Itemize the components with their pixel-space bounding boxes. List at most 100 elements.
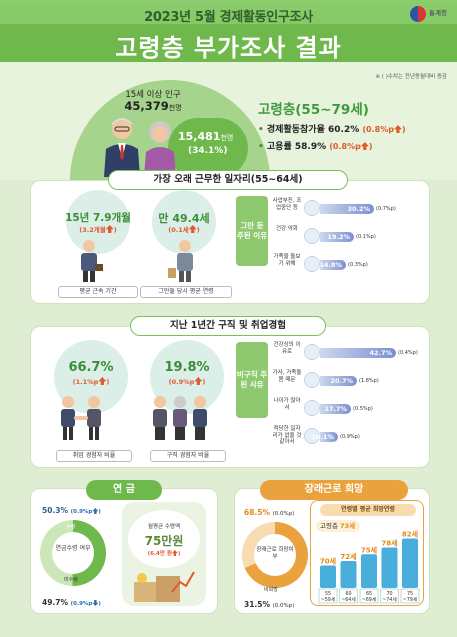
quit-reason-box: 그만 둔 주된 이유 <box>236 196 268 266</box>
reason-row: 가사, 가족돌봄 때문 20.7% (1.8%p) <box>272 368 424 396</box>
population-value: 45,379천명 <box>124 99 182 113</box>
tenure-bubble <box>66 190 130 254</box>
reason-bar: 14.8% <box>319 260 346 270</box>
pension-amount-label: 월평균 수령액 <box>147 524 181 530</box>
reason-bar: 10.1% <box>311 432 338 442</box>
reason-value: 20.7% <box>330 377 353 385</box>
work-wish-donut-hole <box>254 534 296 576</box>
quit-age-delta: (0.1세) <box>168 225 200 234</box>
up-arrow-icon <box>105 225 114 233</box>
elderly-woman-icon <box>144 121 176 176</box>
wish-age-category-label: 55 <box>325 591 331 597</box>
employment-rate: • 고용률 58.9% (0.8%p) <box>258 142 373 152</box>
tenure-tag: 평균 근속 기간 <box>58 286 138 298</box>
wish-age-bar <box>361 554 377 588</box>
reason-row: 건강상의 이유로 42.7% (0.4%p) <box>272 340 424 368</box>
reason-value: 14.8% <box>319 261 342 269</box>
wish-age-category-box <box>400 588 420 604</box>
reason-value: 17.7% <box>324 405 347 413</box>
handshake-icon <box>61 396 101 440</box>
receive-label: 수령 <box>66 524 76 530</box>
up-arrow-icon <box>194 377 203 385</box>
wish-age-bar <box>320 565 336 588</box>
elderly-title: 고령층(55~79세) <box>258 102 369 118</box>
up-arrow-icon <box>92 508 99 514</box>
reason-label: 가족을 돌보기 위해 <box>273 254 301 267</box>
work-wish-title: 장래근로 희망 <box>260 480 408 500</box>
search-experience-delta: (0.9%p) <box>168 377 206 386</box>
wish-age-value-label: 72세 <box>340 552 356 561</box>
wish-age-bar <box>340 561 357 588</box>
up-arrow-icon <box>171 550 178 556</box>
reason-icon <box>304 428 320 444</box>
reason-row: 가족을 돌보기 위해 14.8% (0.3%p) <box>272 252 424 280</box>
reason-delta: (0.5%p) <box>353 406 373 412</box>
employ-experience-value: 66.7% <box>68 360 114 375</box>
wish-age-category-label: ~79세 <box>403 596 418 603</box>
footnote: ※ ( )수치는 전년동월대비 증감 <box>375 74 447 80</box>
overall-wish-age: 고령층 73세 <box>316 520 360 532</box>
survey-title: 2023년 5월 경제활동인구조사 <box>144 10 313 25</box>
wish-age-category-box <box>339 588 358 604</box>
search-experience-tag: 구직 경험자 비율 <box>150 450 226 462</box>
pension-amount-value: 75만원 <box>144 534 184 548</box>
quit-age-value: 만 49.4세 <box>158 212 210 225</box>
reason-value: 19.2% <box>327 233 350 241</box>
pension-amount-bubble <box>128 510 200 568</box>
money-boxes-icon <box>134 571 195 602</box>
work-wish-center-label: 장래근로 희망여부 <box>256 547 294 560</box>
wish-age-value-label: 82세 <box>402 530 418 539</box>
tenure-delta: (3.2개월) <box>79 225 117 234</box>
wish-age-value-label: 75세 <box>361 545 377 554</box>
elderly-circle <box>168 118 248 178</box>
reason-delta: (0.7%p) <box>376 206 396 212</box>
participation-rate: • 경제활동참가율 60.2% (0.8%p) <box>258 125 406 135</box>
quit-age-tag: 그만둘 당시 평균 연령 <box>140 286 232 298</box>
work-wish-percent: 68.5% (0.0%p) <box>244 508 295 517</box>
up-arrow-icon <box>188 225 197 233</box>
reason-delta: (1.8%p) <box>359 378 379 384</box>
wish-age-category-box <box>318 588 338 604</box>
employ-experience-tag: 취업 경험자 비율 <box>56 450 132 462</box>
non-search-reasons-list: 건강상의 이유로 42.7% (0.4%p) 가사, 가족돌봄 때문 20.7% (1.8… <box>272 340 424 460</box>
elderly-population-value: 15,481천명 <box>178 130 234 143</box>
wish-age-category-label: ~59세 <box>321 596 336 603</box>
not-receive-label: 미수령 <box>64 577 78 583</box>
wish-age-bar-chart: 70세 55~59세 72세 60~64세 75세 65~69세 78세 70~74세 82세 7… <box>318 530 420 604</box>
wish-age-category-label: 65 <box>366 591 372 597</box>
reason-icon <box>304 400 320 416</box>
longest-job-title: 가장 오래 근무한 일자리(55~64세) <box>108 170 348 190</box>
employ-experience-delta: (1.1%p) <box>72 377 110 386</box>
reason-label: 건강 악화 <box>276 226 298 232</box>
wish-age-chart-title: 연령별 평균 희망연령 <box>320 504 416 516</box>
non-search-reason-box: 비구직 주된 사유 <box>236 342 268 418</box>
reason-delta: (0.1%p) <box>356 234 376 240</box>
job-seekers-icon <box>153 396 207 440</box>
up-arrow-icon <box>393 125 402 133</box>
reason-bar: 42.7% <box>320 348 396 358</box>
reason-label: 적당한 일자리가 없을 것 같아서 <box>272 426 302 446</box>
up-arrow-icon <box>98 377 107 385</box>
elderly-population-percent: (34.1%) <box>188 146 228 156</box>
wish-age-category-box <box>359 588 379 604</box>
reason-delta: (0.4%p) <box>398 350 418 356</box>
reason-bar: 17.7% <box>320 404 351 414</box>
reason-icon <box>304 200 320 216</box>
wish-age-category-label: 75 <box>407 591 413 597</box>
reason-delta: (0.3%p) <box>348 262 368 268</box>
worker-leaving-icon <box>168 240 193 282</box>
page-title: 고령층 부가조사 결과 <box>115 34 342 62</box>
job-search-title: 지난 1년간 구직 및 취업경험 <box>130 316 326 336</box>
search-experience-value: 19.8% <box>164 360 210 375</box>
wish-age-category-label: ~69세 <box>362 596 377 603</box>
reason-bar: 20.7% <box>320 376 357 386</box>
wish-age-category-label: ~74세 <box>382 596 397 603</box>
population-label: 15세 이상 인구 <box>125 90 181 100</box>
taeguk-logo-icon <box>410 6 427 22</box>
reason-bar: 19.2% <box>320 232 354 242</box>
reason-row: 적당한 일자리가 없을 것 같아서 10.1% (0.9%p) <box>272 424 424 452</box>
reason-delta: (0.9%p) <box>340 434 360 440</box>
pension-amount-delta: (6.4만 원) <box>147 550 181 557</box>
reason-icon <box>304 344 320 360</box>
no-wish-label: 비희망 <box>264 587 278 593</box>
